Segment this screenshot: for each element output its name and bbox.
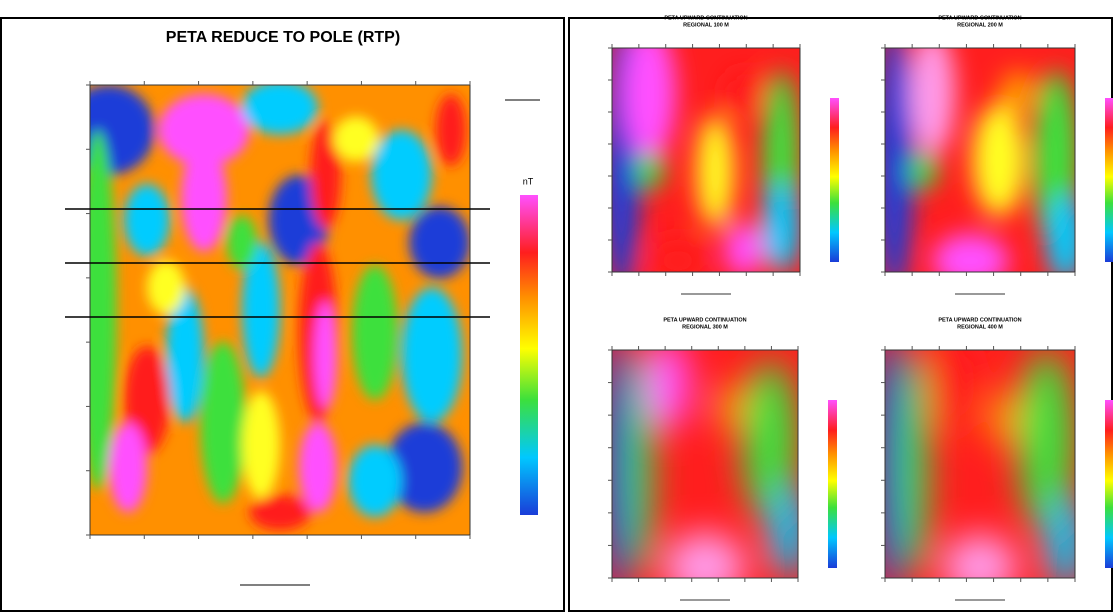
main-title: PETA REDUCE TO POLE (RTP) xyxy=(166,29,400,46)
map-border xyxy=(884,349,1076,579)
anomaly xyxy=(435,94,467,166)
map-subtitle: REGIONAL 100 M xyxy=(683,22,729,28)
anomaly xyxy=(649,238,706,272)
anomaly xyxy=(612,350,631,578)
anomaly xyxy=(1018,350,1075,533)
anomaly xyxy=(166,287,204,423)
anomaly xyxy=(90,85,155,175)
map-title: PETA UPWARD CONTINUATION xyxy=(938,317,1021,323)
anomaly xyxy=(742,361,798,521)
anomaly xyxy=(972,104,1026,216)
anomaly xyxy=(409,206,470,279)
map xyxy=(885,350,1075,578)
anomaly xyxy=(371,130,432,220)
anomaly xyxy=(348,445,402,517)
anomaly xyxy=(634,153,665,190)
anomaly xyxy=(158,94,250,166)
anomaly xyxy=(1046,193,1075,272)
colorbar xyxy=(520,195,538,515)
anomaly xyxy=(200,341,246,504)
anomaly xyxy=(1046,498,1075,578)
anomaly xyxy=(942,534,1018,578)
anomaly xyxy=(770,486,798,578)
map-border xyxy=(89,84,471,536)
anomaly xyxy=(242,391,280,499)
colorbar xyxy=(830,98,839,262)
map-border xyxy=(611,349,799,579)
field xyxy=(90,85,470,531)
map-subtitle: REGIONAL 200 M xyxy=(957,22,1003,28)
colorbar xyxy=(1105,400,1113,568)
anomaly xyxy=(333,116,379,162)
map-title: PETA UPWARD CONTINUATION xyxy=(938,15,1021,21)
anomaly xyxy=(242,85,318,135)
map-border xyxy=(611,47,801,273)
anomaly xyxy=(299,422,337,513)
map-subtitle: REGIONAL 300 M xyxy=(682,324,728,330)
anomaly xyxy=(999,70,1037,116)
right-frame xyxy=(568,17,1113,612)
map-subtitle: REGIONAL 400 M xyxy=(957,324,1003,330)
anomaly xyxy=(696,115,735,228)
anomaly xyxy=(401,287,463,423)
map-title: PETA UPWARD CONTINUATION xyxy=(663,317,746,323)
anomaly xyxy=(724,222,763,272)
field xyxy=(612,48,800,272)
anomaly xyxy=(898,350,929,578)
map xyxy=(90,85,470,535)
anomaly xyxy=(109,422,147,513)
anomaly xyxy=(907,153,939,190)
field xyxy=(612,350,798,578)
anomaly xyxy=(626,350,653,578)
anomaly xyxy=(124,184,170,256)
field xyxy=(885,350,1075,578)
colorbar xyxy=(828,400,837,568)
anomaly xyxy=(352,265,398,400)
anomaly xyxy=(928,350,975,430)
anomaly xyxy=(724,70,763,116)
anomaly xyxy=(181,143,227,252)
anomaly xyxy=(226,215,258,270)
colorbar xyxy=(1105,98,1113,262)
anomaly xyxy=(386,422,463,513)
map xyxy=(612,48,800,272)
map-border xyxy=(884,47,1076,273)
anomaly xyxy=(242,242,280,378)
anomaly xyxy=(249,494,311,531)
map xyxy=(612,350,798,578)
anomaly xyxy=(310,121,341,229)
anomaly xyxy=(762,182,800,272)
field xyxy=(885,48,1075,272)
anomaly xyxy=(714,384,752,430)
anomaly xyxy=(147,260,185,315)
map xyxy=(885,48,1075,272)
map-title: PETA UPWARD CONTINUATION xyxy=(664,15,747,21)
left-frame xyxy=(0,17,565,612)
anomaly xyxy=(645,350,691,430)
anomaly xyxy=(314,301,337,409)
anomaly xyxy=(664,532,746,578)
anomaly xyxy=(932,233,1009,272)
unit-label: nT xyxy=(523,176,534,186)
anomaly xyxy=(909,48,956,156)
anomaly xyxy=(90,130,117,490)
anomaly xyxy=(623,48,676,160)
anomaly xyxy=(885,350,904,578)
anomaly xyxy=(885,48,914,272)
